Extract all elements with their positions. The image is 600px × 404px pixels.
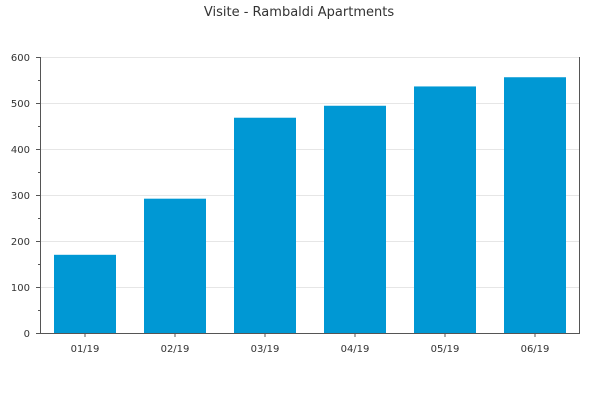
axes-layer bbox=[40, 57, 580, 334]
x-tick-label: 02/19 bbox=[161, 344, 190, 355]
bar-06-19[interactable] bbox=[504, 77, 566, 334]
y-tick-label: 200 bbox=[11, 237, 30, 248]
y-tick-label: 100 bbox=[11, 283, 30, 294]
x-tick-label: 05/19 bbox=[431, 344, 460, 355]
ticks-layer: 0 100 200 300 400 500 600 01/19 02/19 03/19 04/19 0… bbox=[11, 53, 550, 355]
y-tick-label: 600 bbox=[11, 53, 30, 64]
x-tick-label: 01/19 bbox=[71, 344, 100, 355]
y-tick-label: 0 bbox=[24, 329, 30, 340]
y-tick-label: 400 bbox=[11, 145, 30, 156]
grid-layer bbox=[40, 57, 580, 288]
bar-03-19[interactable] bbox=[234, 117, 296, 333]
bars-layer bbox=[54, 77, 566, 334]
x-tick-label: 06/19 bbox=[521, 344, 550, 355]
bar-04-19[interactable] bbox=[324, 105, 386, 333]
bar-05-19[interactable] bbox=[414, 86, 476, 333]
y-tick-label: 500 bbox=[11, 99, 30, 110]
x-tick-label: 04/19 bbox=[341, 344, 370, 355]
chart-title: Visite - Rambaldi Apartments bbox=[204, 5, 394, 20]
bar-01-19[interactable] bbox=[54, 254, 116, 333]
y-tick-label: 300 bbox=[11, 191, 30, 202]
x-tick-label: 03/19 bbox=[251, 344, 280, 355]
bar-02-19[interactable] bbox=[144, 198, 206, 333]
